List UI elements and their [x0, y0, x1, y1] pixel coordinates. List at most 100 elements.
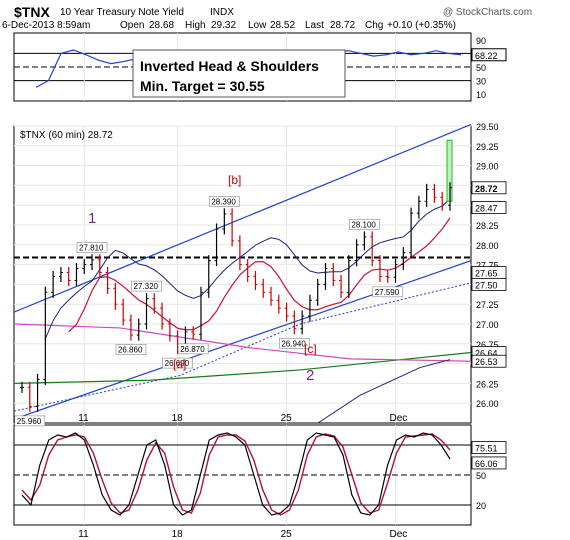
price-tick-label: 29.00 [476, 162, 499, 172]
dotted-trendline [13, 282, 472, 412]
price-tick-label: 29.50 [476, 122, 499, 132]
price-panel-title: $TNX (60 min) 28.72 [20, 130, 113, 141]
watermark: @ StockCharts.com [443, 7, 532, 18]
price-point-label: 28.100 [351, 220, 376, 229]
price-flag-value: 27.50 [475, 280, 498, 290]
price-grid [14, 125, 471, 423]
price-point-label-box [76, 242, 108, 253]
ma-fast-line [68, 217, 451, 333]
indicator-axis: 103050709068.22 [471, 36, 507, 100]
price-point-label-box [115, 344, 147, 355]
annotation-line-2: Min. Target = 30.55 [140, 78, 265, 94]
ma-mid-line [13, 323, 472, 362]
high-value: 29.32 [211, 20, 236, 31]
x-tick-label: 11 [78, 413, 89, 424]
price-point-label: 25.960 [17, 417, 42, 426]
indicator-last-flag [471, 48, 507, 62]
price-point-label-box [372, 286, 404, 298]
x-tick-label-bottom: 18 [172, 529, 184, 540]
indicator-tick-label: 50 [476, 63, 486, 73]
price-point-label-box [162, 357, 193, 369]
price-tick-label: 27.25 [476, 300, 499, 310]
last-label: Last [305, 20, 324, 31]
indicator-tick-label: 10 [476, 90, 486, 100]
price-tick-label: 26.00 [476, 399, 499, 409]
high-label: High [185, 20, 206, 31]
price-tick-label: 26.25 [476, 379, 499, 389]
symbol: $TNX [14, 4, 50, 20]
price-point-label: 26.940 [281, 339, 306, 348]
price-point-labels: 25.960 27.810 26.860 27.320 26.690 26.870 28.3… [14, 196, 404, 427]
price-point-label-box [209, 196, 240, 207]
security-name: 10 Year Treasury Note Yield [60, 7, 184, 18]
price-flag-box [471, 201, 507, 214]
price-point-label: 27.810 [79, 243, 104, 252]
price-flag-value: 28.47 [475, 204, 498, 214]
price-point-label-box [177, 343, 209, 355]
price-flag-box [471, 277, 507, 291]
lower-band-line [317, 359, 451, 424]
x-tick-label: 18 [172, 413, 184, 424]
stoch-flag-box [471, 456, 507, 470]
stoch-flag-box [471, 441, 507, 454]
price-point-label: 26.870 [180, 345, 205, 354]
wave-label-c: [c] [304, 342, 317, 356]
price-tick-label: 26.75 [476, 340, 499, 350]
price-panel-frame [13, 125, 472, 424]
open-value: 28.68 [149, 20, 174, 31]
price-point-label: 27.320 [134, 282, 159, 291]
stochastic-lines [21, 432, 451, 516]
price-point-label-box [349, 219, 380, 230]
x-axis-labels: 11 11 18 18 25 25 Dec Dec [78, 413, 407, 540]
price-tick-label: 29.25 [476, 142, 499, 152]
stoch-d-line [21, 433, 451, 516]
stoch-tick-label: 50 [476, 471, 486, 481]
price-flag-box [471, 354, 507, 368]
x-tick-label: Dec [390, 413, 408, 424]
x-tick-label-bottom: Dec [390, 529, 408, 540]
stoch-k-line [21, 432, 451, 516]
chg-label: Chg [365, 20, 383, 31]
wave-label-b: [b] [228, 173, 241, 187]
stoch-flag-value: 66.06 [475, 459, 498, 469]
indicator-tick-label: 90 [476, 36, 486, 46]
price-point-label: 27.590 [375, 288, 400, 297]
x-tick-label-bottom: 11 [78, 529, 89, 540]
price-point-label-box [14, 415, 46, 427]
last-value: 28.72 [330, 20, 355, 31]
price-point-label-box [279, 337, 310, 349]
price-tick-label: 27.75 [476, 261, 499, 271]
price-bars [20, 182, 452, 412]
price-point-label: 28.390 [211, 197, 236, 206]
price-flag-value: 26.64 [475, 349, 498, 359]
x-tick-label: 25 [281, 413, 293, 424]
indicator-last-value: 68.22 [475, 51, 498, 61]
price-point-label: 26.690 [165, 359, 190, 368]
indicator-tick-label: 30 [476, 77, 486, 87]
stoch-tick-label: 20 [476, 501, 486, 511]
upper-trendline [13, 123, 472, 313]
low-label: Low [248, 20, 267, 31]
wave-label-a: [a] [173, 357, 186, 371]
price-flag-value: 27.65 [475, 269, 498, 279]
x-tick-label-bottom: 25 [281, 529, 293, 540]
annotation-box [132, 49, 346, 98]
stoch-flag-value: 75.51 [475, 443, 498, 453]
price-tick-label: 28.25 [476, 221, 499, 231]
price-flag-value: 26.53 [475, 357, 498, 367]
price-point-label: 26.860 [118, 346, 143, 355]
wave-label-2: 2 [306, 367, 314, 384]
chg-value: +0.10 (+0.35%) [387, 20, 456, 31]
date-label: 6-Dec-2013 8:59am [2, 20, 90, 31]
wave-label-1: 1 [88, 210, 96, 227]
annotation-line-1: Inverted Head & Shoulders [140, 58, 319, 74]
price-flag-value: 28.72 [475, 184, 498, 194]
price-tick-label: 28.00 [476, 241, 499, 251]
price-point-label-box [131, 280, 162, 292]
ma-slow-line [13, 351, 472, 384]
upper-band-line [44, 198, 451, 339]
